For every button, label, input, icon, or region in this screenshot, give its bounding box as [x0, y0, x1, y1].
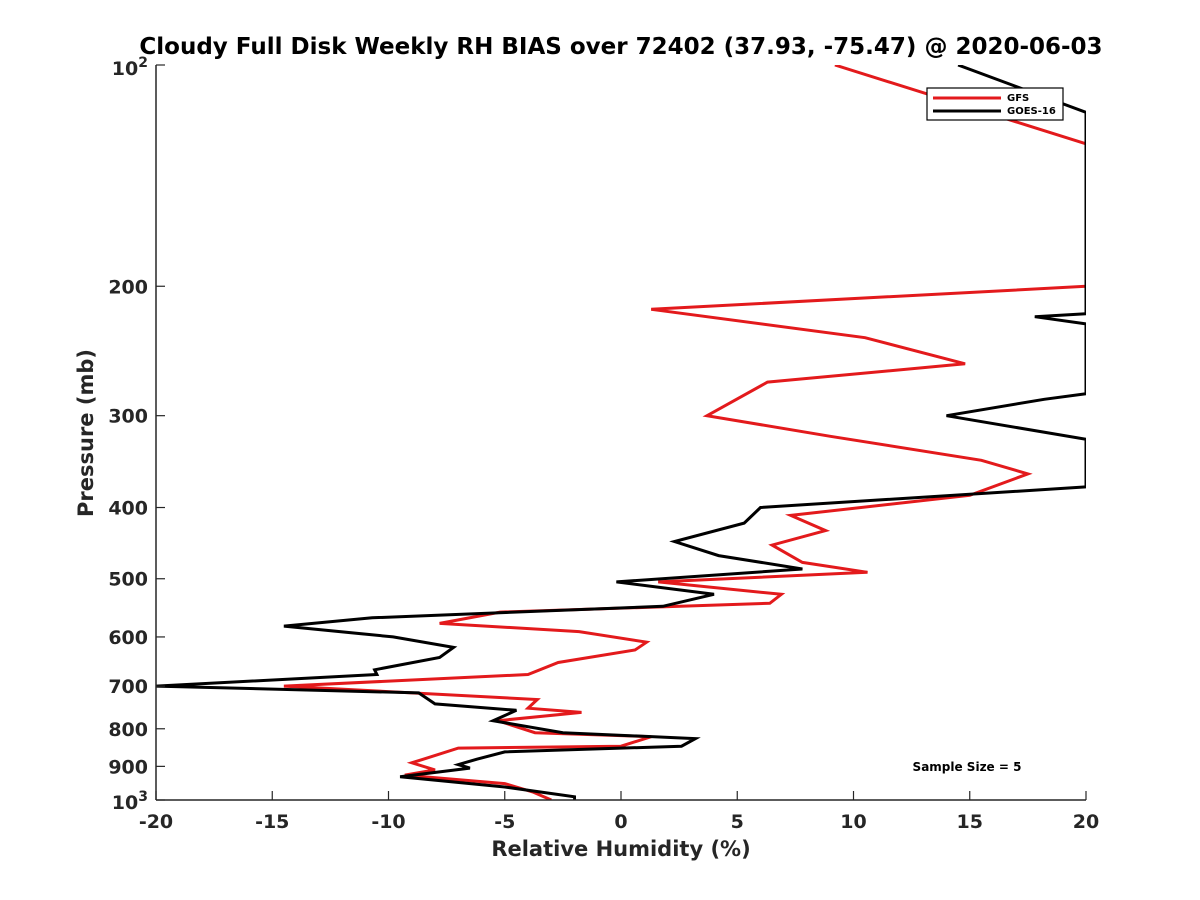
x-tick-label: -15	[255, 811, 289, 833]
series-group	[156, 65, 1086, 800]
y-tick-label-top: 102	[112, 55, 148, 80]
x-tick-label: 20	[1073, 811, 1099, 833]
x-tick-label: -10	[371, 811, 405, 833]
y-tick-label: 300	[108, 406, 148, 428]
y-tick-label: 900	[108, 756, 148, 778]
y-tick-label: 600	[108, 627, 148, 649]
x-tick-label: 15	[957, 811, 983, 833]
y-tick-label: 200	[108, 276, 148, 298]
legend: GFS GOES-16	[926, 87, 1064, 121]
y-axis-label: Pressure (mb)	[74, 349, 98, 517]
y-tick-label: 700	[108, 676, 148, 698]
x-axis-label: Relative Humidity (%)	[491, 837, 750, 861]
x-tick-label: 10	[840, 811, 866, 833]
chart-title: Cloudy Full Disk Weekly RH BIAS over 724…	[139, 34, 1102, 60]
y-tick-label: 800	[108, 719, 148, 741]
y-axis-ticks: 200 300 400 500 600 700 800 900	[108, 64, 165, 801]
y-tick-label-bottom: 103	[112, 789, 148, 814]
x-tick-label: 5	[731, 811, 744, 833]
series-line-goes-16	[156, 65, 1086, 800]
legend-box	[926, 87, 1064, 121]
x-tick-label: -5	[494, 811, 515, 833]
y-tick-label: 500	[108, 569, 148, 591]
y-tick-label: 400	[108, 498, 148, 520]
legend-label-gfs: GFS	[1007, 93, 1029, 104]
legend-label-goes16: GOES-16	[1007, 106, 1056, 117]
x-tick-label: -20	[139, 811, 173, 833]
x-tick-label: 0	[614, 811, 627, 833]
sample-size-annotation: Sample Size = 5	[913, 760, 1022, 774]
x-axis-ticks: -20 -15 -10 -5 0 5 10 15 20	[139, 791, 1099, 833]
series-line-gfs	[283, 65, 1086, 800]
